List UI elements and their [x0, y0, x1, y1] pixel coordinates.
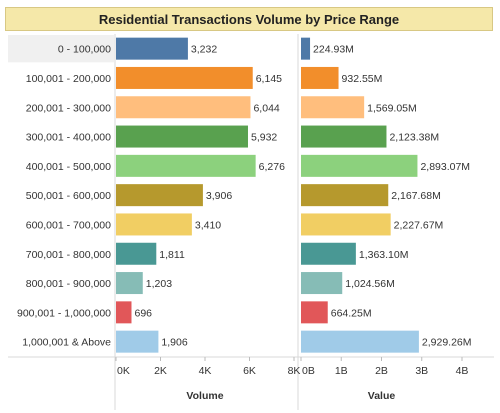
category-label: 300,001 - 400,000	[26, 132, 111, 144]
value-value-label: 2,929.26M	[422, 337, 472, 349]
category-label: 100,001 - 200,000	[26, 73, 111, 85]
volume-value-label: 6,044	[253, 102, 279, 114]
value-tick-label: 0B	[302, 365, 315, 377]
category-label: 200,001 - 300,000	[26, 102, 111, 114]
value-bar	[301, 184, 389, 207]
value-bar	[301, 330, 419, 353]
volume-value-label: 1,906	[161, 337, 187, 349]
volume-tick-label: 6K	[243, 365, 256, 377]
highlighted-row-background	[8, 35, 114, 63]
value-tick-label: 4B	[456, 365, 469, 377]
volume-bar	[116, 301, 132, 324]
value-value-label: 2,123.38M	[389, 132, 439, 144]
volume-value-label: 3,232	[191, 44, 217, 56]
volume-value-label: 1,203	[146, 278, 172, 290]
chart-title: Residential Transactions Volume by Price…	[5, 7, 493, 31]
volume-value-label: 696	[134, 307, 152, 319]
value-value-label: 2,167.68M	[391, 190, 441, 202]
category-label: 400,001 - 500,000	[26, 161, 111, 173]
category-label: 600,001 - 700,000	[26, 219, 111, 231]
volume-tick-label: 4K	[199, 365, 212, 377]
value-axis-title: Value	[368, 390, 396, 402]
volume-tick-label: 8K	[288, 365, 301, 377]
volume-bar	[116, 184, 203, 207]
volume-value-label: 3,906	[206, 190, 232, 202]
category-label: 700,001 - 800,000	[26, 249, 111, 261]
value-tick-label: 3B	[415, 365, 428, 377]
value-bar	[301, 66, 339, 89]
value-value-label: 664.25M	[331, 307, 372, 319]
volume-bar	[116, 154, 256, 177]
volume-tick-label: 2K	[154, 365, 167, 377]
volume-bar	[116, 272, 143, 295]
volume-value-label: 5,932	[251, 132, 277, 144]
volume-tick-label: 0K	[117, 365, 130, 377]
value-bar	[301, 242, 356, 265]
value-value-label: 2,893.07M	[420, 161, 470, 173]
value-value-label: 932.55M	[342, 73, 383, 85]
category-label: 0 - 100,000	[58, 44, 111, 56]
value-bar	[301, 272, 343, 295]
volume-axis-title: Volume	[186, 390, 223, 402]
value-value-label: 1,024.56M	[345, 278, 395, 290]
volume-bar	[116, 242, 157, 265]
volume-bar	[116, 96, 251, 119]
value-value-label: 1,569.05M	[367, 102, 417, 114]
value-bar	[301, 154, 418, 177]
value-bar	[301, 37, 311, 60]
value-bar	[301, 213, 391, 236]
volume-value-label: 6,276	[259, 161, 285, 173]
volume-bar	[116, 330, 159, 353]
volume-bar	[116, 66, 253, 89]
volume-bar	[116, 37, 188, 60]
volume-bar	[116, 125, 248, 148]
volume-value-label: 3,410	[195, 219, 221, 231]
value-value-label: 224.93M	[313, 44, 354, 56]
volume-value-label: 6,145	[256, 73, 282, 85]
category-label: 800,001 - 900,000	[26, 278, 111, 290]
volume-value-label: 1,811	[159, 249, 185, 261]
value-bar	[301, 301, 328, 324]
category-label: 1,000,001 & Above	[22, 337, 111, 349]
value-tick-label: 1B	[335, 365, 348, 377]
value-bar	[301, 125, 387, 148]
value-value-label: 1,363.10M	[359, 249, 409, 261]
category-label: 500,001 - 600,000	[26, 190, 111, 202]
value-value-label: 2,227.67M	[394, 219, 444, 231]
value-bar	[301, 96, 365, 119]
value-tick-label: 2B	[375, 365, 388, 377]
category-label: 900,001 - 1,000,000	[17, 307, 111, 319]
volume-bar	[116, 213, 192, 236]
